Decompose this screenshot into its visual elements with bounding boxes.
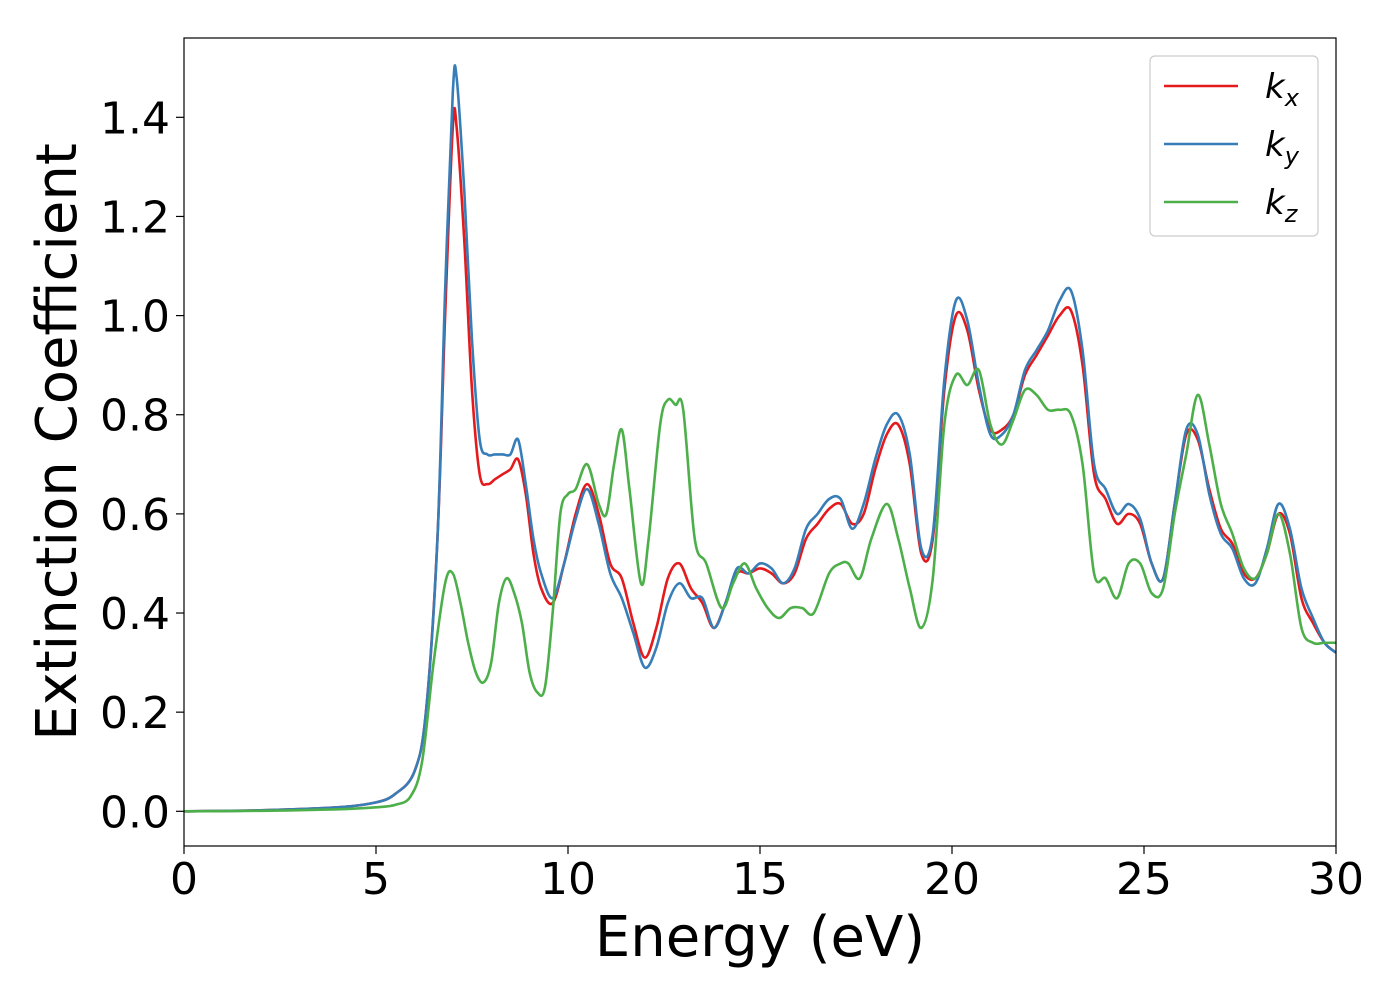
x-tick-label: 20 xyxy=(924,854,980,905)
series-line-ky xyxy=(184,64,1336,813)
y-tick-label: 0.6 xyxy=(100,490,170,541)
x-tick-label: 15 xyxy=(732,854,788,905)
y-tick-label: 0.8 xyxy=(100,391,170,442)
y-tick-label: 1.2 xyxy=(100,192,170,243)
y-tick-label: 0.0 xyxy=(100,787,170,838)
y-tick-label: 0.2 xyxy=(100,688,170,739)
x-tick-label: 30 xyxy=(1308,854,1364,905)
x-tick-label: 10 xyxy=(540,854,596,905)
series-line-kz xyxy=(184,367,1336,813)
y-tick-label: 1.0 xyxy=(100,292,170,343)
legend-label-kz: kz xyxy=(1265,183,1299,228)
legend-label-ky: ky xyxy=(1265,125,1300,170)
y-tick-label: 0.4 xyxy=(100,589,170,640)
x-tick-label: 5 xyxy=(362,854,390,905)
legend-box xyxy=(1149,55,1319,237)
x-tick-label: 25 xyxy=(1116,854,1172,905)
x-tick-label: 0 xyxy=(170,854,198,905)
y-tick-label: 1.4 xyxy=(100,93,170,144)
legend: kx ky kz xyxy=(1149,55,1319,237)
y-axis-label: Extinction Coefficient xyxy=(25,143,90,741)
x-axis-label: Energy (eV) xyxy=(595,905,925,970)
legend-label-kx: kx xyxy=(1265,67,1300,112)
